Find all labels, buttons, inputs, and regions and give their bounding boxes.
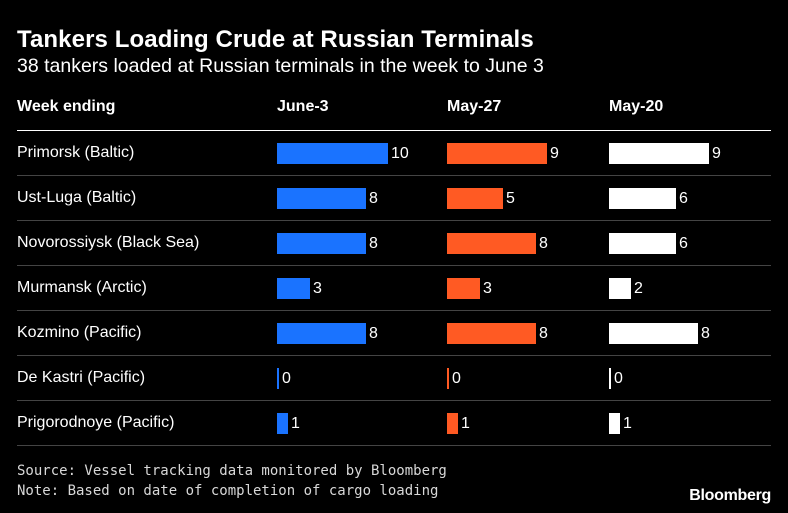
column-header: June-3 — [277, 98, 329, 115]
bar-value-label: 0 — [614, 370, 623, 387]
bar — [609, 233, 676, 254]
column-header: May-20 — [609, 98, 664, 115]
bar-value-label: 8 — [539, 235, 548, 252]
bar — [447, 278, 480, 299]
row-label: Murmansk (Arctic) — [17, 279, 147, 296]
bar-value-label: 8 — [369, 190, 378, 207]
bar-value-label: 3 — [313, 280, 322, 297]
bar — [277, 413, 288, 434]
chart-subtitle: 38 tankers loaded at Russian terminals i… — [17, 55, 544, 77]
bar — [609, 188, 676, 209]
chart-title: Tankers Loading Crude at Russian Termina… — [17, 26, 534, 53]
bar-value-label: 8 — [539, 325, 548, 342]
header-rule — [17, 130, 771, 131]
bar — [277, 368, 279, 389]
column-header: May-27 — [447, 98, 502, 115]
bar — [447, 188, 503, 209]
bloomberg-logo: Bloomberg — [689, 487, 771, 504]
row-divider — [17, 400, 771, 401]
row-divider — [17, 220, 771, 221]
bar — [609, 413, 620, 434]
row-divider — [17, 175, 771, 176]
bar — [447, 233, 536, 254]
bar-value-label: 8 — [369, 235, 378, 252]
bar-value-label: 0 — [282, 370, 291, 387]
bar-value-label: 1 — [291, 415, 300, 432]
row-label: Kozmino (Pacific) — [17, 324, 142, 341]
bar-value-label: 9 — [550, 145, 559, 162]
bar-value-label: 1 — [623, 415, 632, 432]
bar — [609, 278, 631, 299]
bar — [277, 188, 366, 209]
footnote: Note: Based on date of completion of car… — [17, 483, 439, 499]
row-label: Ust-Luga (Baltic) — [17, 189, 137, 206]
row-divider — [17, 265, 771, 266]
row-label: Prigorodnoye (Pacific) — [17, 414, 175, 431]
bar-value-label: 10 — [391, 145, 409, 162]
bar-value-label: 1 — [461, 415, 470, 432]
bar — [447, 143, 547, 164]
bar-value-label: 3 — [483, 280, 492, 297]
bar-value-label: 2 — [634, 280, 643, 297]
bar-value-label: 5 — [506, 190, 515, 207]
source-note: Source: Vessel tracking data monitored b… — [17, 463, 447, 479]
bar-value-label: 6 — [679, 235, 688, 252]
bar — [609, 368, 611, 389]
row-divider — [17, 355, 771, 356]
bar — [277, 323, 366, 344]
row-label: De Kastri (Pacific) — [17, 369, 146, 386]
bar — [277, 143, 388, 164]
row-label: Primorsk (Baltic) — [17, 144, 135, 161]
bar — [447, 368, 449, 389]
bar — [609, 143, 709, 164]
bar-value-label: 8 — [369, 325, 378, 342]
row-divider — [17, 445, 771, 446]
bar — [277, 278, 310, 299]
bar-value-label: 0 — [452, 370, 461, 387]
row-divider — [17, 310, 771, 311]
bar — [447, 413, 458, 434]
bar-value-label: 8 — [701, 325, 710, 342]
row-header: Week ending — [17, 98, 116, 115]
bar-value-label: 9 — [712, 145, 721, 162]
bar — [609, 323, 698, 344]
bar — [277, 233, 366, 254]
row-label: Novorossiysk (Black Sea) — [17, 234, 200, 251]
bar — [447, 323, 536, 344]
bar-value-label: 6 — [679, 190, 688, 207]
